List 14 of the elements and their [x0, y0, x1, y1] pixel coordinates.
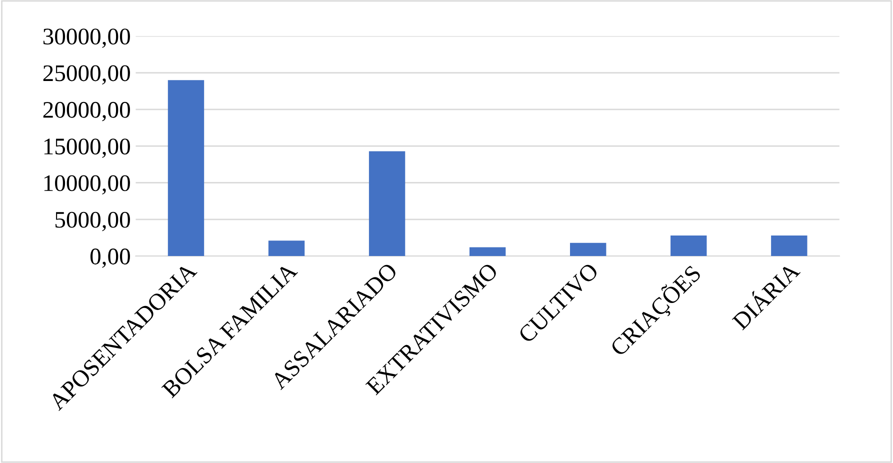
bar: [670, 236, 707, 256]
bar: [469, 247, 506, 256]
y-tick-label: 5000,00: [56, 212, 130, 232]
bar: [368, 151, 406, 256]
y-tick-label: 10000,00: [44, 175, 130, 195]
bar: [570, 242, 606, 256]
y-tick-label: 30000,00: [43, 28, 130, 48]
y-tick-label: 0,00: [90, 248, 130, 268]
bar: [168, 80, 204, 256]
y-tick-label: 15000,00: [44, 138, 130, 158]
y-tick-label: 20000,00: [43, 102, 130, 122]
y-tick-label: 25000,00: [43, 65, 130, 85]
bar: [771, 236, 808, 256]
bar: [268, 240, 305, 256]
